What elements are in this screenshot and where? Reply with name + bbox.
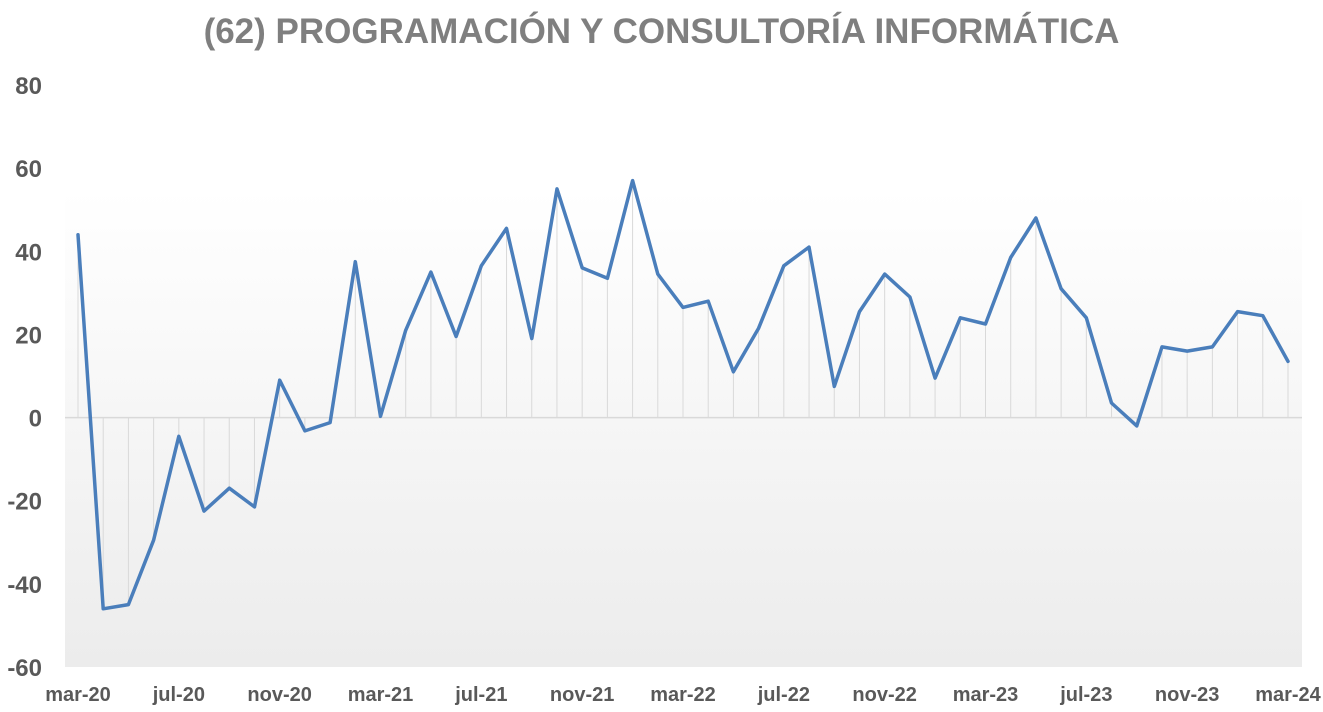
y-tick-label: 20: [15, 322, 42, 349]
series-line: [76, 178, 1290, 611]
x-axis-tick-labels: mar-20 jul-20 nov-20 mar-21 jul-21 nov-21 mar-…: [45, 684, 1321, 706]
y-tick-label: -40: [7, 572, 42, 599]
x-tick-label: nov-23: [1155, 684, 1219, 706]
y-tick-label: 60: [15, 156, 42, 183]
y-axis-tick-labels: -60 -40 -20 0 20 40 60 80: [7, 73, 42, 682]
y-tick-label: -60: [7, 655, 42, 682]
chart-title: (62) PROGRAMACIÓN Y CONSULTORÍA INFORMÁT…: [203, 12, 1120, 51]
x-tick-label: mar-23: [953, 684, 1019, 706]
y-tick-label: 0: [29, 406, 42, 433]
drop-lines: [77, 180, 1289, 609]
y-tick-label: 40: [15, 239, 42, 266]
x-tick-label: nov-20: [247, 684, 311, 706]
x-tick-label: jul-21: [454, 684, 507, 706]
x-tick-label: mar-22: [650, 684, 716, 706]
x-tick-label: jul-22: [757, 684, 810, 706]
x-tick-label: jul-20: [152, 684, 205, 706]
x-tick-label: jul-23: [1059, 684, 1112, 706]
x-tick-label: mar-21: [348, 684, 414, 706]
x-tick-label: nov-21: [550, 684, 614, 706]
x-tick-label: nov-22: [852, 684, 916, 706]
x-tick-label: mar-20: [45, 684, 111, 706]
y-tick-label: 80: [15, 73, 42, 100]
plot-area: [65, 190, 1302, 667]
y-tick-label: -20: [7, 489, 42, 516]
x-tick-label: mar-24: [1255, 684, 1321, 706]
